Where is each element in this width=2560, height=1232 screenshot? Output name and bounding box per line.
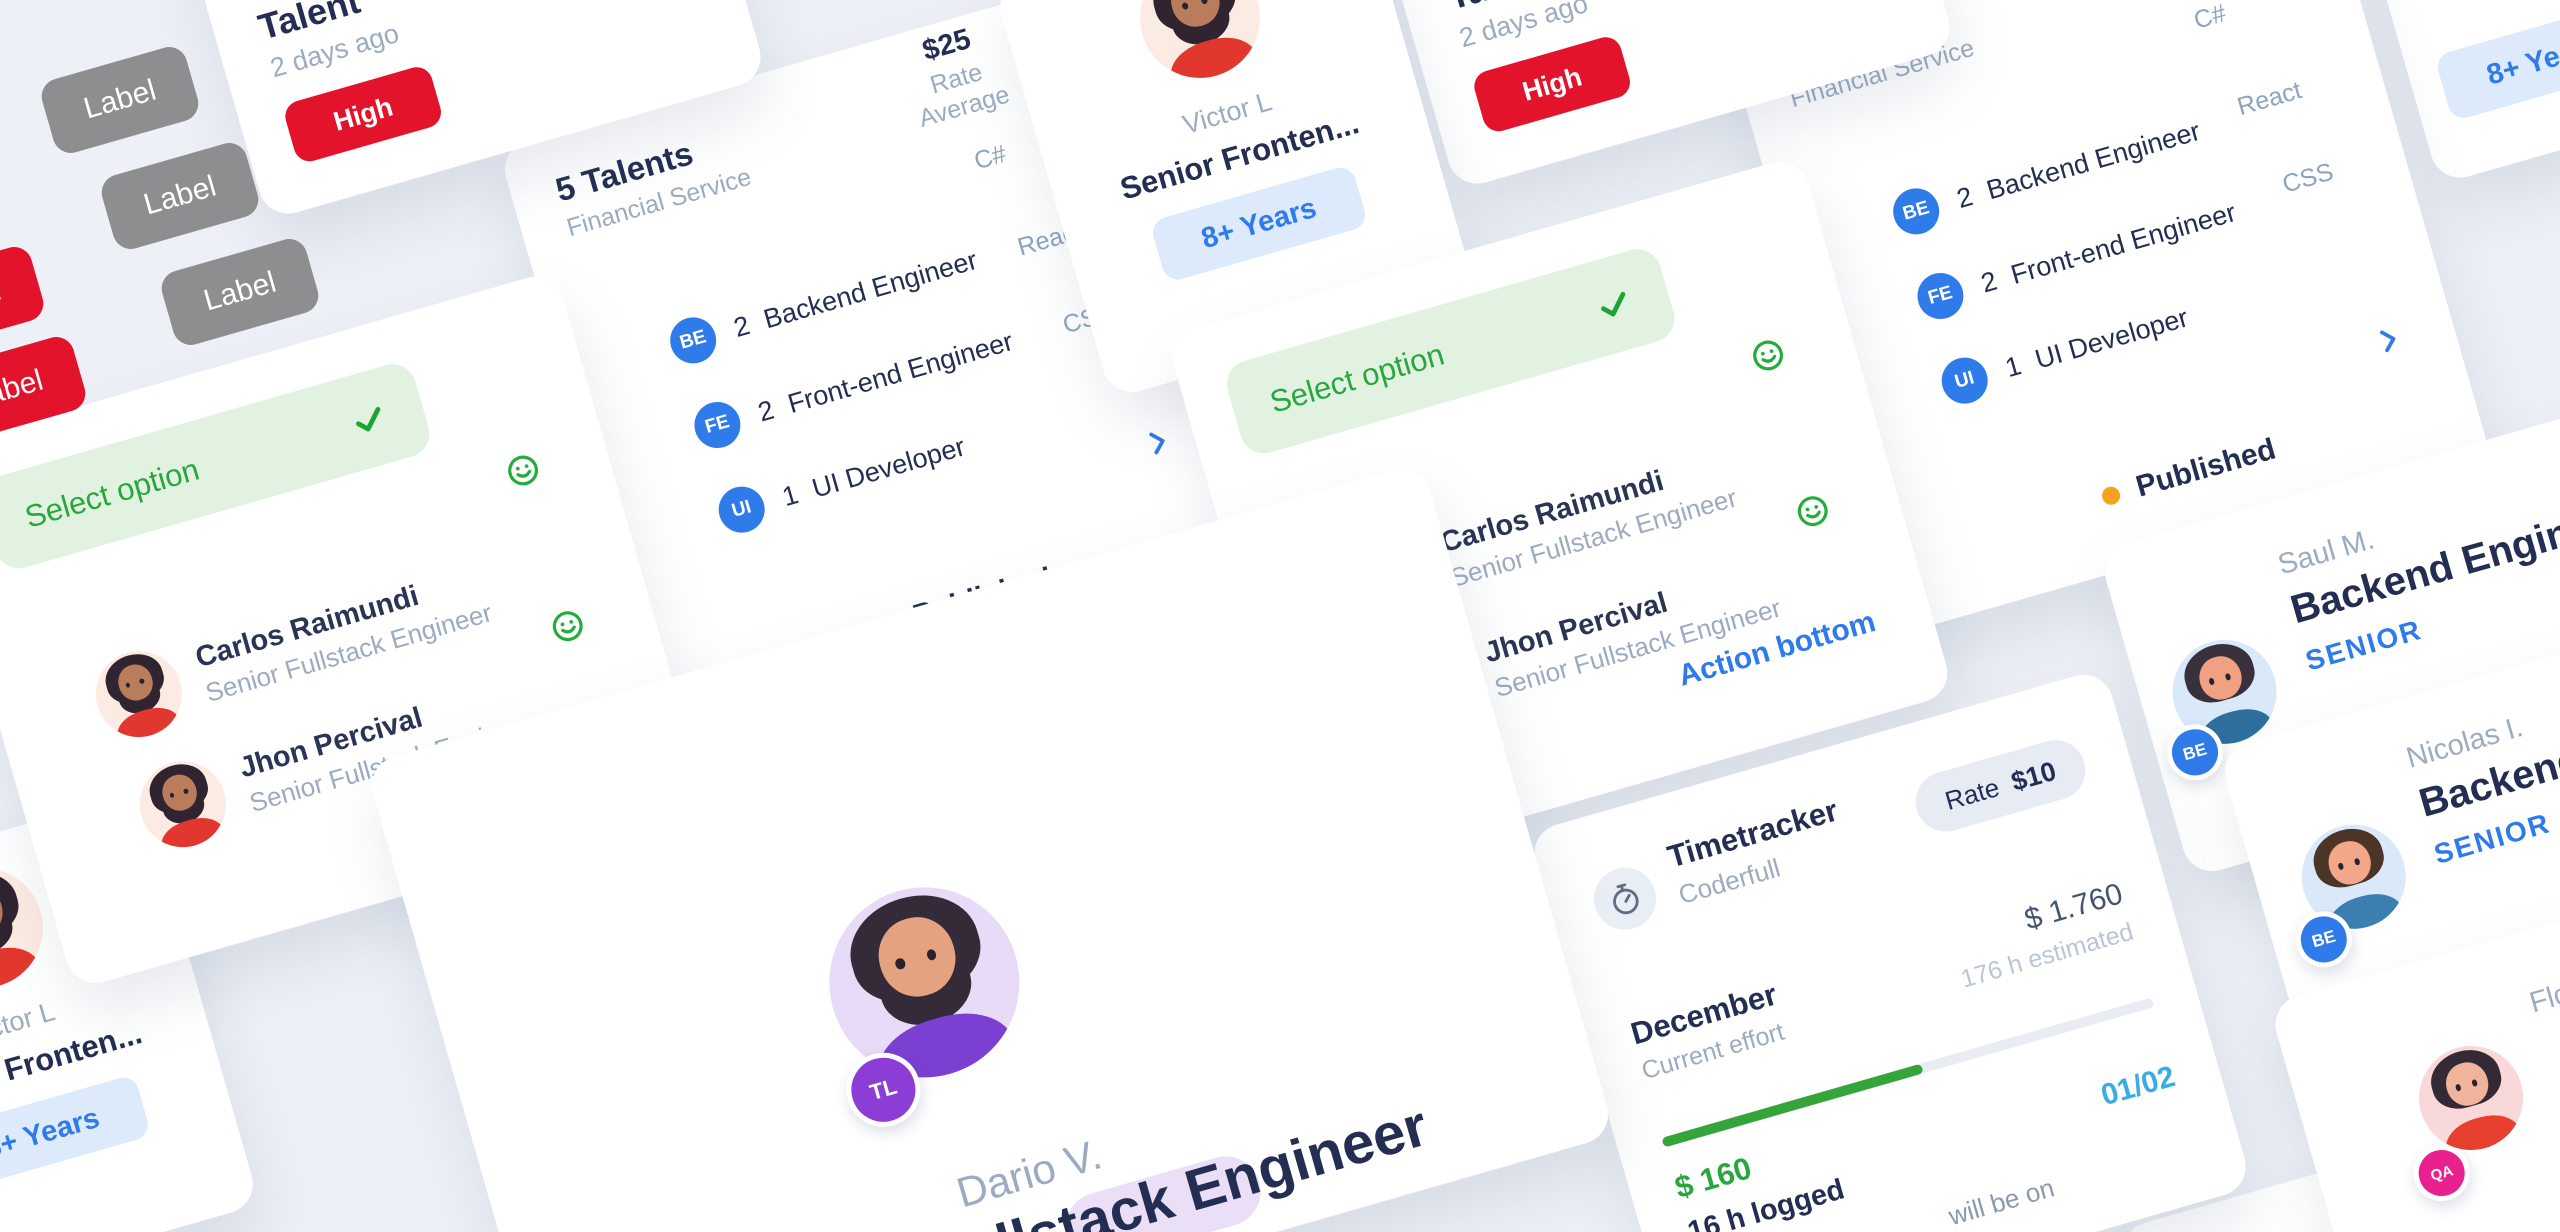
- status-label: Published: [2132, 432, 2280, 504]
- rate-label: Rate: [1941, 771, 2003, 816]
- avatar: [1125, 0, 1275, 93]
- priority-badge: High: [281, 63, 445, 166]
- label-chip[interactable]: Label: [37, 42, 203, 158]
- role-count: 2: [1953, 180, 1976, 214]
- pagination[interactable]: 01/02: [2097, 1059, 2179, 1113]
- role-badge: FE: [688, 396, 746, 454]
- chevron-right-icon[interactable]: [2372, 323, 2407, 358]
- role-badge: UI: [1936, 352, 1994, 410]
- role-badge: FE: [1911, 267, 1969, 325]
- role-badge: BE: [664, 311, 722, 369]
- select-option-banner[interactable]: Select option: [0, 358, 436, 574]
- role-label: UI Developer: [808, 430, 969, 504]
- smiley-icon: [1797, 496, 1828, 527]
- timetracker-header: Timetracker Coderfull: [1583, 793, 1853, 938]
- role-badge: BE: [1887, 182, 1945, 240]
- skill-tag: React: [2234, 76, 2305, 122]
- experience-label: 8+ Years: [2483, 27, 2560, 92]
- timetracker-card: Timetracker Coderfull Rate $10 December …: [1527, 667, 2253, 1232]
- label-chip[interactable]: Label: [97, 138, 263, 254]
- select-option-banner[interactable]: Select option: [1221, 243, 1681, 459]
- check-icon: [1600, 291, 1626, 316]
- rate-value: $10: [2007, 755, 2060, 797]
- role-label: Front-end Engineer: [2007, 196, 2240, 290]
- experience-pill: 8+ Years: [0, 1073, 152, 1194]
- note-fragment: will be on: [1945, 1172, 2058, 1232]
- rate-pill: Rate $10: [1908, 733, 2093, 839]
- check-icon: [355, 406, 381, 431]
- role-badge: UI: [713, 481, 771, 539]
- profile-name: Flo: [2526, 977, 2560, 1020]
- priority-badge: High: [1470, 33, 1634, 136]
- skill-tag: C#: [971, 139, 1010, 176]
- status-row: Published: [2098, 432, 2280, 514]
- role-label: Front-end Engineer: [784, 325, 1017, 419]
- avatar: [2406, 1033, 2536, 1163]
- skill-tag: C#: [2190, 0, 2230, 35]
- experience-label: 8+ Years: [0, 1101, 103, 1165]
- role-label: UI Developer: [2031, 301, 2192, 375]
- smiley-icon: [1753, 340, 1784, 371]
- role-row[interactable]: UI 1 UI Developer: [1936, 295, 2193, 410]
- experience-label: 8+ Years: [1197, 191, 1320, 255]
- role-count: 1: [2001, 349, 2025, 383]
- label-chip[interactable]: Label: [157, 234, 323, 350]
- role-row[interactable]: UI 1 UI Developer: [713, 424, 970, 539]
- skill-tag: CSS: [2279, 157, 2337, 199]
- role-label: Backend Engineer: [1983, 115, 2204, 205]
- smiley-icon: [508, 455, 539, 486]
- select-option-card-left: Select option Carlos Raimundi Senior Ful…: [0, 269, 710, 991]
- role-count: 2: [754, 394, 778, 428]
- avatar: [806, 864, 1042, 1100]
- talents-card-right: 5 Talents Financial Service C# React CSS…: [1720, 0, 2494, 636]
- role-label: Backend Engineer: [760, 244, 981, 334]
- chevron-right-icon[interactable]: [1141, 425, 1176, 460]
- smiley-icon: [552, 611, 583, 642]
- status-dot-icon: [2099, 484, 2123, 507]
- avatar: [85, 640, 193, 748]
- role-count: 2: [730, 309, 753, 343]
- talents-card-center: 5 Talents Financial Service $25 Rate Ave…: [497, 0, 1271, 765]
- stopwatch-icon: [1586, 860, 1664, 938]
- role-count: 2: [1977, 265, 2001, 299]
- experience-pill: 8+ Years: [2434, 0, 2560, 122]
- avatar: [129, 750, 237, 858]
- select-option-label: Select option: [1265, 336, 1448, 420]
- role-count: 1: [778, 478, 802, 512]
- select-option-card-center: Select option Carlos Raimundi Senior Ful…: [1165, 154, 1955, 876]
- select-option-label: Select option: [20, 451, 203, 535]
